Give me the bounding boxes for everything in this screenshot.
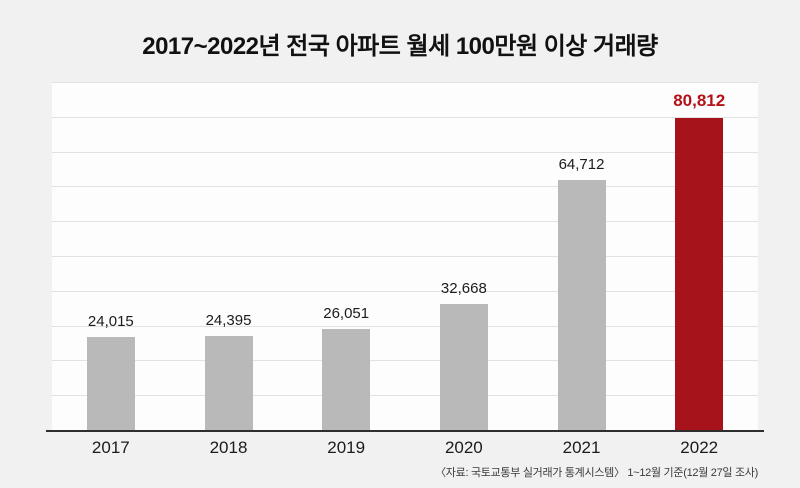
gridline [52,325,758,327]
x-axis-label: 2022 [680,438,719,457]
bar-column: 24,015 [52,82,170,430]
bar-column: 32,668 [405,82,523,430]
gridline [52,151,758,153]
source-note: 〈자료: 국토교통부 실거래가 통계시스템〉 1~12월 기준(12월 27일 … [435,467,758,479]
x-axis-label: 2017 [91,438,130,457]
bar-value-label: 32,668 [440,279,487,297]
x-axis-labels: 2017 2018 2019 2020 2021 2022 [52,438,758,458]
bar [204,335,253,430]
bar-value-label: 64,712 [558,155,605,173]
bar-highlight [675,117,724,430]
x-axis-line [46,430,764,432]
gridline [52,256,758,257]
x-axis-label: 2019 [327,438,366,457]
x-axis-label: 2021 [562,438,601,457]
gridline [52,395,758,397]
plot-area: 24,015 24,395 26,051 32,668 64,712 80,812 [52,82,758,430]
bar-column: 80,812 [640,82,758,430]
bar [86,337,135,430]
x-axis-label: 2018 [209,438,248,457]
bar-value-label: 24,395 [205,311,252,329]
bar [322,329,371,430]
x-axis-label: 2020 [444,438,483,457]
gridline [52,360,758,362]
bar-column: 24,395 [170,82,288,430]
gridline [52,82,758,83]
bar-value-label: 26,051 [323,305,370,323]
bar-value-label: 80,812 [673,90,726,110]
chart-title: 2017~2022년 전국 아파트 월세 100만원 이상 거래량 [142,33,658,60]
bar-column: 26,051 [287,82,405,430]
gridline [52,290,758,292]
bar [557,179,606,430]
gridline [52,186,758,188]
bar [439,303,488,430]
bar-value-label: 24,015 [87,313,134,331]
bar-columns: 24,015 24,395 26,051 32,668 64,712 80,812 [52,82,758,430]
bar-column: 64,712 [523,82,641,430]
gridline [52,221,758,223]
gridline [52,116,758,118]
